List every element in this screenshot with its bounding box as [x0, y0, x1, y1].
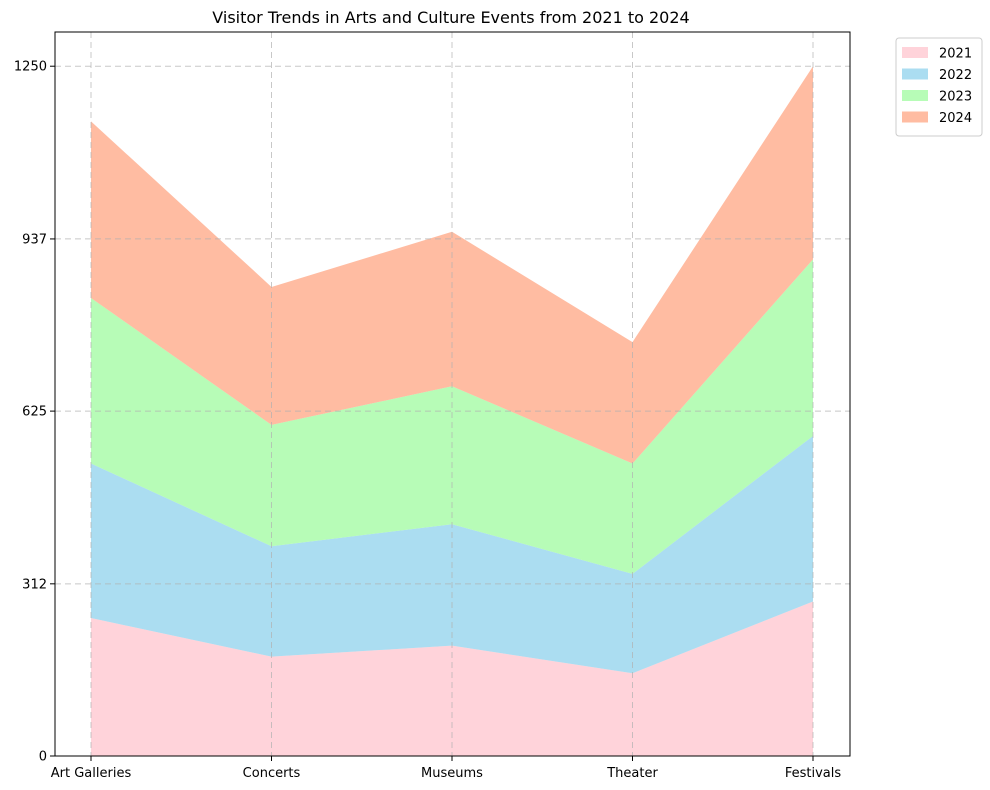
y-tick-label: 937: [22, 232, 47, 247]
x-tick-label: Art Galleries: [51, 766, 132, 781]
y-tick-label: 1250: [14, 60, 47, 75]
legend-label-2021: 2021: [939, 47, 972, 62]
legend-swatch-2024: [902, 111, 928, 123]
legend-label-2022: 2022: [939, 68, 972, 83]
y-tick-label: 0: [39, 750, 47, 765]
axes: Art Galleries Concerts Museums Theater Festi…: [14, 31, 851, 781]
x-tick-label: Theater: [606, 766, 658, 781]
x-tick-label: Museums: [421, 766, 483, 781]
legend-label-2024: 2024: [939, 111, 972, 126]
legend: 2021 2022 2023 2024: [895, 37, 983, 137]
chart-title: Visitor Trends in Arts and Culture Event…: [212, 8, 689, 27]
legend-swatch-2023: [902, 90, 928, 101]
y-tick-label: 625: [22, 405, 47, 420]
legend-swatch-2021: [902, 47, 928, 58]
grid: [55, 32, 850, 757]
x-tick-label: Concerts: [243, 766, 301, 781]
legend-label-2023: 2023: [939, 90, 972, 105]
x-tick-label: Festivals: [785, 766, 842, 781]
y-tick-label: 312: [22, 577, 47, 592]
legend-swatch-2022: [902, 68, 928, 80]
